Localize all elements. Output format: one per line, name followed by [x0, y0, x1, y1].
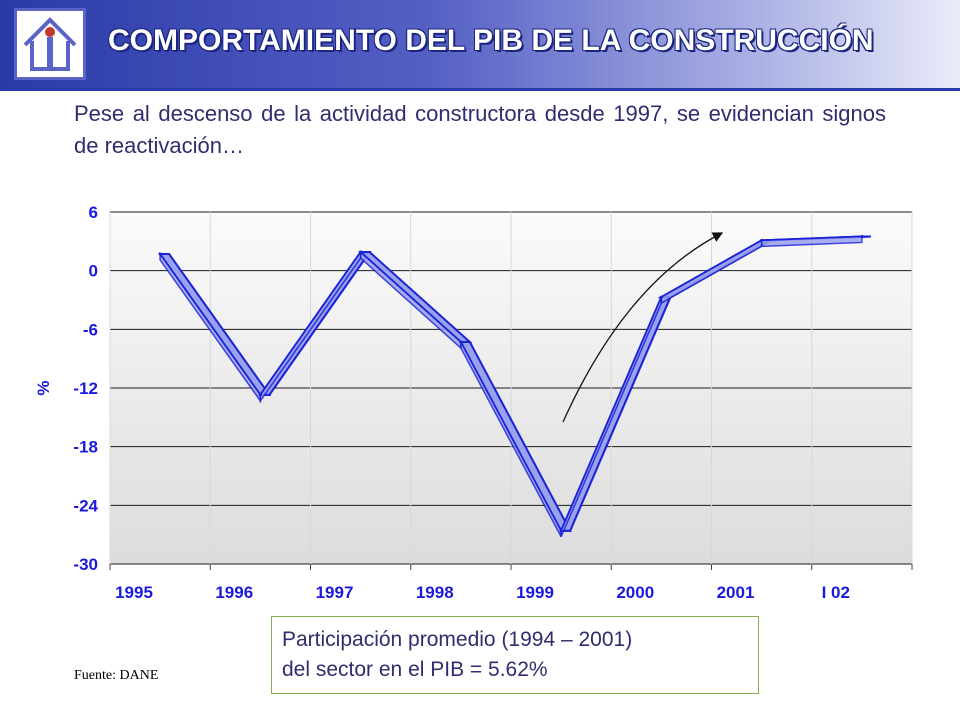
- house-arrow-logo-icon: [23, 17, 77, 71]
- participation-note: Participación promedio (1994 – 2001) del…: [271, 616, 759, 694]
- data-point: [158, 252, 162, 256]
- data-point: [359, 250, 363, 254]
- header-banner: [0, 0, 960, 90]
- y-tick-label: -18: [73, 438, 98, 457]
- y-tick-label: 0: [89, 262, 98, 281]
- y-tick-label: -6: [83, 320, 98, 339]
- x-tick-label: 1999: [516, 583, 554, 602]
- x-tick-label: 1995: [115, 583, 153, 602]
- data-point: [760, 238, 764, 242]
- y-tick-label: 6: [89, 203, 98, 222]
- x-tick-label: 1997: [316, 583, 354, 602]
- logo: [14, 8, 86, 80]
- y-tick-label: -24: [73, 496, 98, 515]
- note-line-1: Participación promedio (1994 – 2001): [282, 628, 633, 651]
- data-point: [860, 234, 864, 238]
- note-line-2: del sector en el PIB = 5.62%: [282, 658, 548, 681]
- header-divider: [0, 88, 960, 91]
- reactivation-arrow: [562, 232, 724, 423]
- x-tick-label: 2001: [717, 583, 755, 602]
- x-tick-label: I 02: [822, 583, 850, 602]
- data-point: [659, 295, 663, 299]
- source-caption: Fuente: DANE: [74, 668, 159, 683]
- y-tick-label: -12: [73, 379, 98, 398]
- data-point: [459, 340, 463, 344]
- page-title: COMPORTAMIENTO DEL PIB DE LA CONSTRUCCIÓ…: [108, 24, 874, 57]
- x-tick-label: 1998: [416, 583, 454, 602]
- subtitle-text: Pese al descenso de la actividad constru…: [74, 101, 886, 158]
- ribbon-front-edge: [760, 235, 863, 248]
- x-tick-label: 1996: [215, 583, 253, 602]
- x-tick-label: 2000: [616, 583, 654, 602]
- y-tick-label: -30: [73, 555, 98, 574]
- data-point: [258, 393, 262, 397]
- y-axis-label: %: [34, 380, 53, 395]
- data-point: [559, 529, 563, 533]
